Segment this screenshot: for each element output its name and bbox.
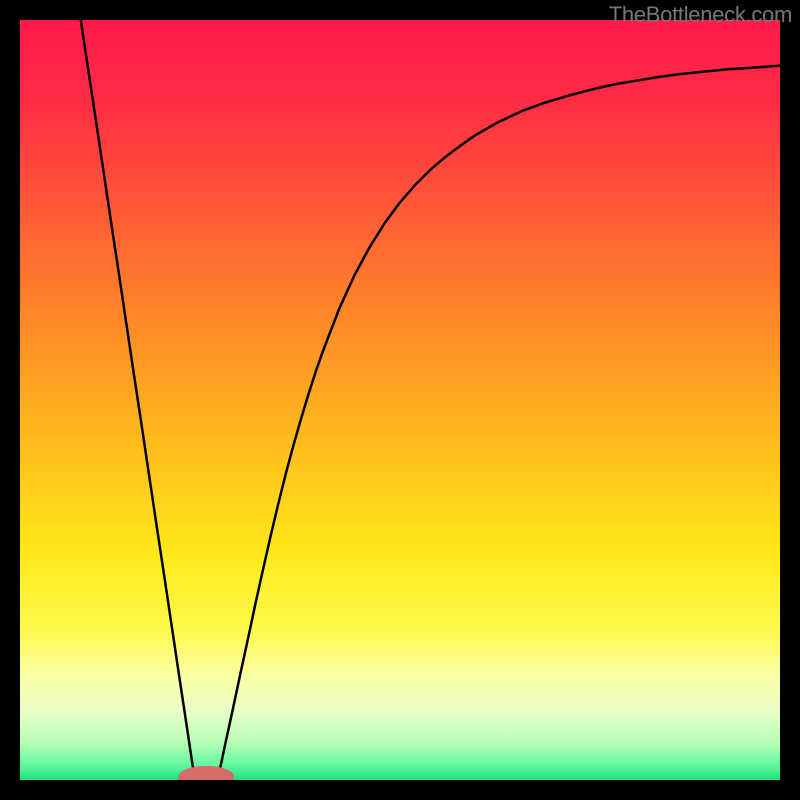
bottleneck-chart: TheBottleneck.com <box>0 0 800 800</box>
chart-background <box>20 20 780 780</box>
watermark-label: TheBottleneck.com <box>609 2 792 28</box>
chart-svg <box>0 0 800 800</box>
